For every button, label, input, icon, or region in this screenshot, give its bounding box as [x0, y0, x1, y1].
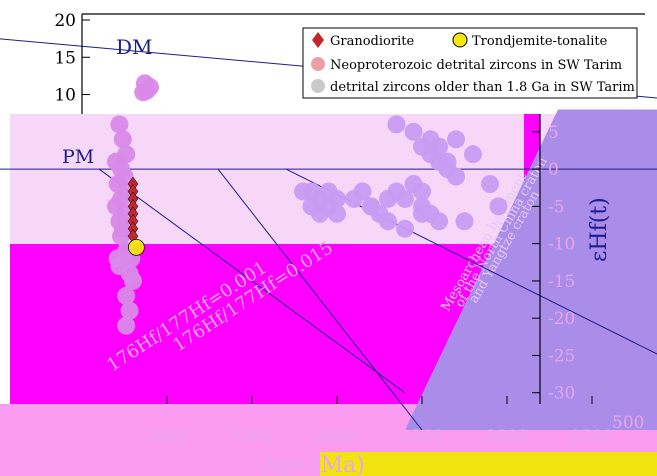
legend-label-trondjemite: Trondjemite-tonalite: [472, 34, 608, 49]
legend-marker: [452, 32, 468, 48]
point-old-detrital: [455, 212, 474, 231]
legend-marker: [311, 57, 325, 71]
point-trondjemite: [127, 238, 145, 256]
point-old-detrital: [396, 219, 414, 238]
band-yellow: [320, 452, 657, 476]
legend-marker: [311, 79, 325, 93]
point-old-detrital: [362, 197, 380, 216]
y-axis-label: εHf(t): [587, 197, 612, 262]
point-neoproterozoic: [113, 130, 132, 149]
point-old-detrital: [421, 130, 440, 149]
point-old-detrital: [404, 122, 423, 141]
legend-label-old-detrital: detrital zircons older than 1.8 Ga in SW…: [330, 80, 635, 95]
y-tick-label: -25: [548, 346, 575, 366]
y-tick-label: 10: [54, 86, 76, 106]
point-old-detrital: [302, 197, 321, 216]
legend: Granodiorite Trondjemite-tonalite Neoprote…: [302, 27, 638, 99]
point-neoproterozoic: [112, 227, 131, 246]
point-neoproterozoic: [110, 115, 129, 134]
x-axis-label: Age (Ma): [261, 453, 365, 476]
legend-label-neoproterozoic: Neoproterozoic detrital zircons in SW Ta…: [330, 58, 622, 73]
x-tick-label: 3500: [570, 427, 613, 447]
point-old-detrital: [413, 204, 431, 223]
y-tick-label: -5: [548, 197, 565, 217]
y-tick-label: 20: [54, 11, 76, 31]
point-old-detrital: [489, 197, 508, 216]
y-ticks-right: 5 0 -5 -10 -15 -20 -25 -30 500: [532, 123, 644, 433]
point-old-detrital: [413, 182, 431, 201]
point-old-detrital: [464, 145, 482, 164]
crust-line-015: [217, 168, 423, 431]
legend-box: [302, 27, 638, 99]
y-ticks-left: 20 15 10: [54, 11, 90, 106]
crust-line-001: [98, 168, 406, 394]
point-neoproterozoic: [135, 74, 154, 93]
y-tick-label: 5: [548, 123, 559, 143]
point-neoproterozoic: [117, 286, 136, 305]
legend-marker: [312, 32, 324, 48]
point-neoproterozoic: [124, 271, 142, 290]
x-tick-label: 2000: [315, 427, 358, 447]
point-old-detrital: [328, 204, 346, 223]
y-tick-label: -20: [548, 309, 575, 329]
data-points: [107, 74, 508, 335]
x-ticks: 1000 1500 2000 2500 3000 3500: [145, 396, 614, 447]
y-tick-label: -10: [548, 235, 575, 255]
y-tick-label: -15: [548, 272, 575, 292]
pm-label: PM: [62, 146, 94, 168]
x-tick-label: 1500: [230, 427, 273, 447]
point-old-detrital: [430, 152, 448, 171]
point-old-detrital: [353, 182, 372, 201]
point-old-detrital: [396, 189, 414, 208]
y-tick-label: -30: [548, 384, 575, 404]
y-tick-label: 0: [548, 160, 559, 180]
y-tick-label: 15: [54, 48, 76, 68]
x-tick-label: 2500: [400, 427, 443, 447]
legend-label-granodiorite: Granodiorite: [330, 34, 414, 49]
mesoarchean-region: [405, 109, 657, 430]
point-old-detrital: [481, 175, 499, 193]
x-tick-label: 1000: [145, 427, 188, 447]
point-old-detrital: [387, 115, 406, 134]
dm-label: DM: [116, 35, 153, 59]
x-tick-label: 3000: [485, 427, 528, 447]
point-old-detrital: [430, 212, 448, 231]
point-neoproterozoic: [120, 301, 139, 320]
point-old-detrital: [447, 130, 465, 149]
point-neoproterozoic: [117, 316, 136, 335]
y-tick-label-extra: 500: [612, 413, 644, 433]
